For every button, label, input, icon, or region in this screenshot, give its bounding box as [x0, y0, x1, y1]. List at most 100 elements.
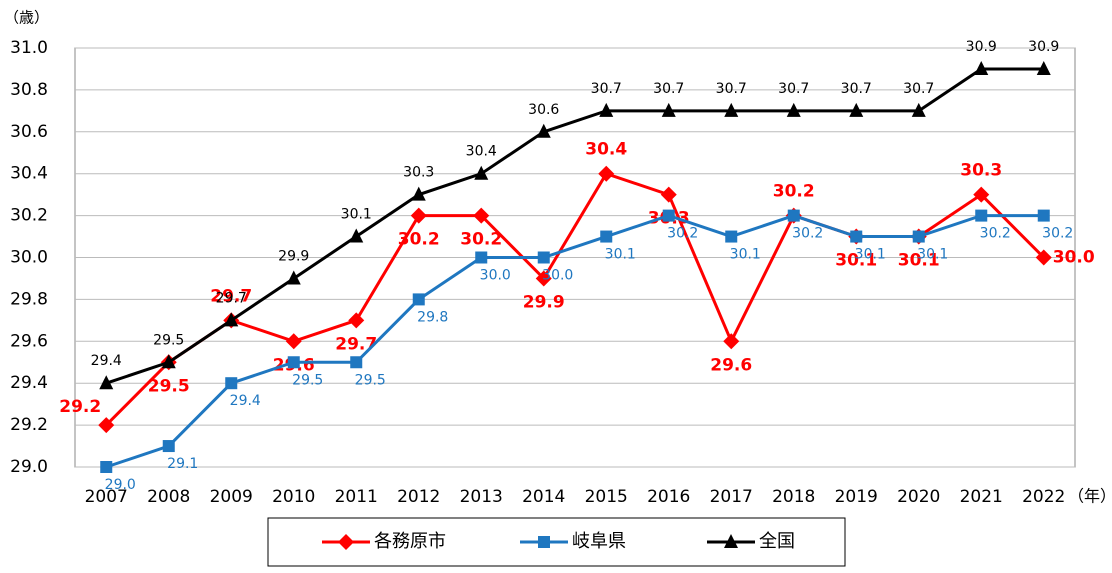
data-label: 30.7: [653, 81, 684, 97]
marker: [225, 377, 238, 390]
marker: [660, 186, 677, 203]
x-tick-label: 2016: [647, 487, 690, 507]
x-tick-label: 2019: [835, 487, 878, 507]
marker: [1036, 60, 1051, 75]
data-label: 30.7: [716, 81, 747, 97]
marker: [787, 209, 800, 222]
marker: [786, 102, 801, 117]
data-label: 30.7: [591, 81, 622, 97]
marker: [285, 333, 302, 350]
data-label: 30.4: [585, 140, 627, 160]
data-label: 30.3: [960, 161, 1002, 181]
legend-marker: [538, 536, 550, 548]
data-label: 29.4: [230, 393, 261, 409]
marker: [473, 207, 490, 224]
marker: [224, 312, 239, 327]
data-label: 29.7: [335, 334, 377, 354]
y-tick-label: 29.0: [10, 457, 48, 477]
data-label: 30.0: [542, 268, 573, 284]
y-tick-label: 29.4: [10, 373, 48, 393]
marker: [725, 230, 738, 243]
marker: [98, 417, 115, 434]
x-tick-label: 2007: [85, 487, 128, 507]
x-tick-label: 2010: [272, 487, 315, 507]
y-tick-label: 30.0: [10, 248, 48, 268]
y-tick-label: 30.8: [10, 80, 48, 100]
x-tick-label: 2018: [772, 487, 815, 507]
data-label: 29.7: [216, 290, 247, 306]
data-label: 30.4: [466, 144, 497, 160]
data-label: 30.0: [1053, 248, 1095, 268]
marker: [286, 270, 301, 285]
x-tick-label: 2021: [960, 487, 1003, 507]
marker: [911, 102, 926, 117]
x-tick-label: 2020: [897, 487, 940, 507]
data-label: 30.7: [903, 81, 934, 97]
data-label: 30.1: [855, 247, 886, 263]
data-label: 30.2: [792, 226, 823, 242]
marker: [975, 209, 988, 222]
marker: [662, 209, 675, 222]
marker: [348, 312, 365, 329]
data-label: 30.2: [1042, 226, 1073, 242]
data-label: 30.1: [605, 247, 636, 263]
x-tick-label: 2008: [147, 487, 190, 507]
data-label: 30.7: [841, 81, 872, 97]
y-axis-label: （歳）: [4, 9, 49, 27]
data-label: 30.2: [980, 226, 1011, 242]
data-label: 29.4: [91, 353, 122, 369]
data-label: 29.5: [292, 372, 323, 388]
y-tick-label: 30.4: [10, 164, 48, 184]
data-label: 30.3: [403, 165, 434, 181]
marker: [723, 333, 740, 350]
marker: [724, 102, 739, 117]
data-label: 29.9: [523, 292, 565, 312]
marker: [537, 251, 550, 264]
data-label: 30.0: [480, 268, 511, 284]
series-line: [105, 67, 1044, 385]
marker: [410, 207, 427, 224]
marker: [1035, 249, 1052, 266]
data-label: 29.5: [355, 372, 386, 388]
marker: [1037, 209, 1050, 222]
marker: [100, 461, 113, 473]
y-tick-label: 30.2: [10, 206, 48, 226]
data-label: 30.1: [835, 251, 877, 271]
marker: [350, 356, 363, 369]
x-tick-label: 2011: [335, 487, 378, 507]
data-label: 30.2: [398, 230, 440, 250]
data-label: 30.7: [778, 81, 809, 97]
x-tick-label: 2015: [585, 487, 628, 507]
data-label: 30.1: [917, 247, 948, 263]
marker: [162, 440, 175, 453]
marker: [974, 60, 989, 75]
legend-marker: [724, 534, 738, 548]
x-axis-label: （年）: [1068, 487, 1112, 506]
marker: [912, 230, 925, 243]
marker: [598, 165, 615, 182]
data-label: 30.6: [528, 102, 559, 118]
y-tick-label: 29.8: [10, 289, 48, 309]
data-label: 29.8: [417, 309, 448, 325]
marker: [849, 102, 864, 117]
marker: [599, 102, 614, 117]
marker: [474, 165, 489, 180]
legend-label: 各務原市: [374, 531, 446, 552]
data-label: 29.0: [105, 477, 136, 493]
data-label: 30.9: [966, 39, 997, 55]
data-label: 29.1: [167, 456, 198, 472]
data-label: 29.6: [710, 355, 752, 375]
x-tick-label: 2012: [397, 487, 440, 507]
data-label: 30.2: [773, 182, 815, 202]
marker: [475, 251, 488, 264]
data-label: 29.9: [278, 248, 309, 264]
marker: [287, 356, 300, 369]
marker: [161, 354, 176, 369]
y-tick-label: 31.0: [10, 38, 48, 58]
marker: [850, 230, 863, 243]
data-label: 29.2: [59, 397, 101, 417]
marker: [535, 270, 552, 287]
x-tick-label: 2009: [210, 487, 253, 507]
marker: [536, 123, 551, 138]
